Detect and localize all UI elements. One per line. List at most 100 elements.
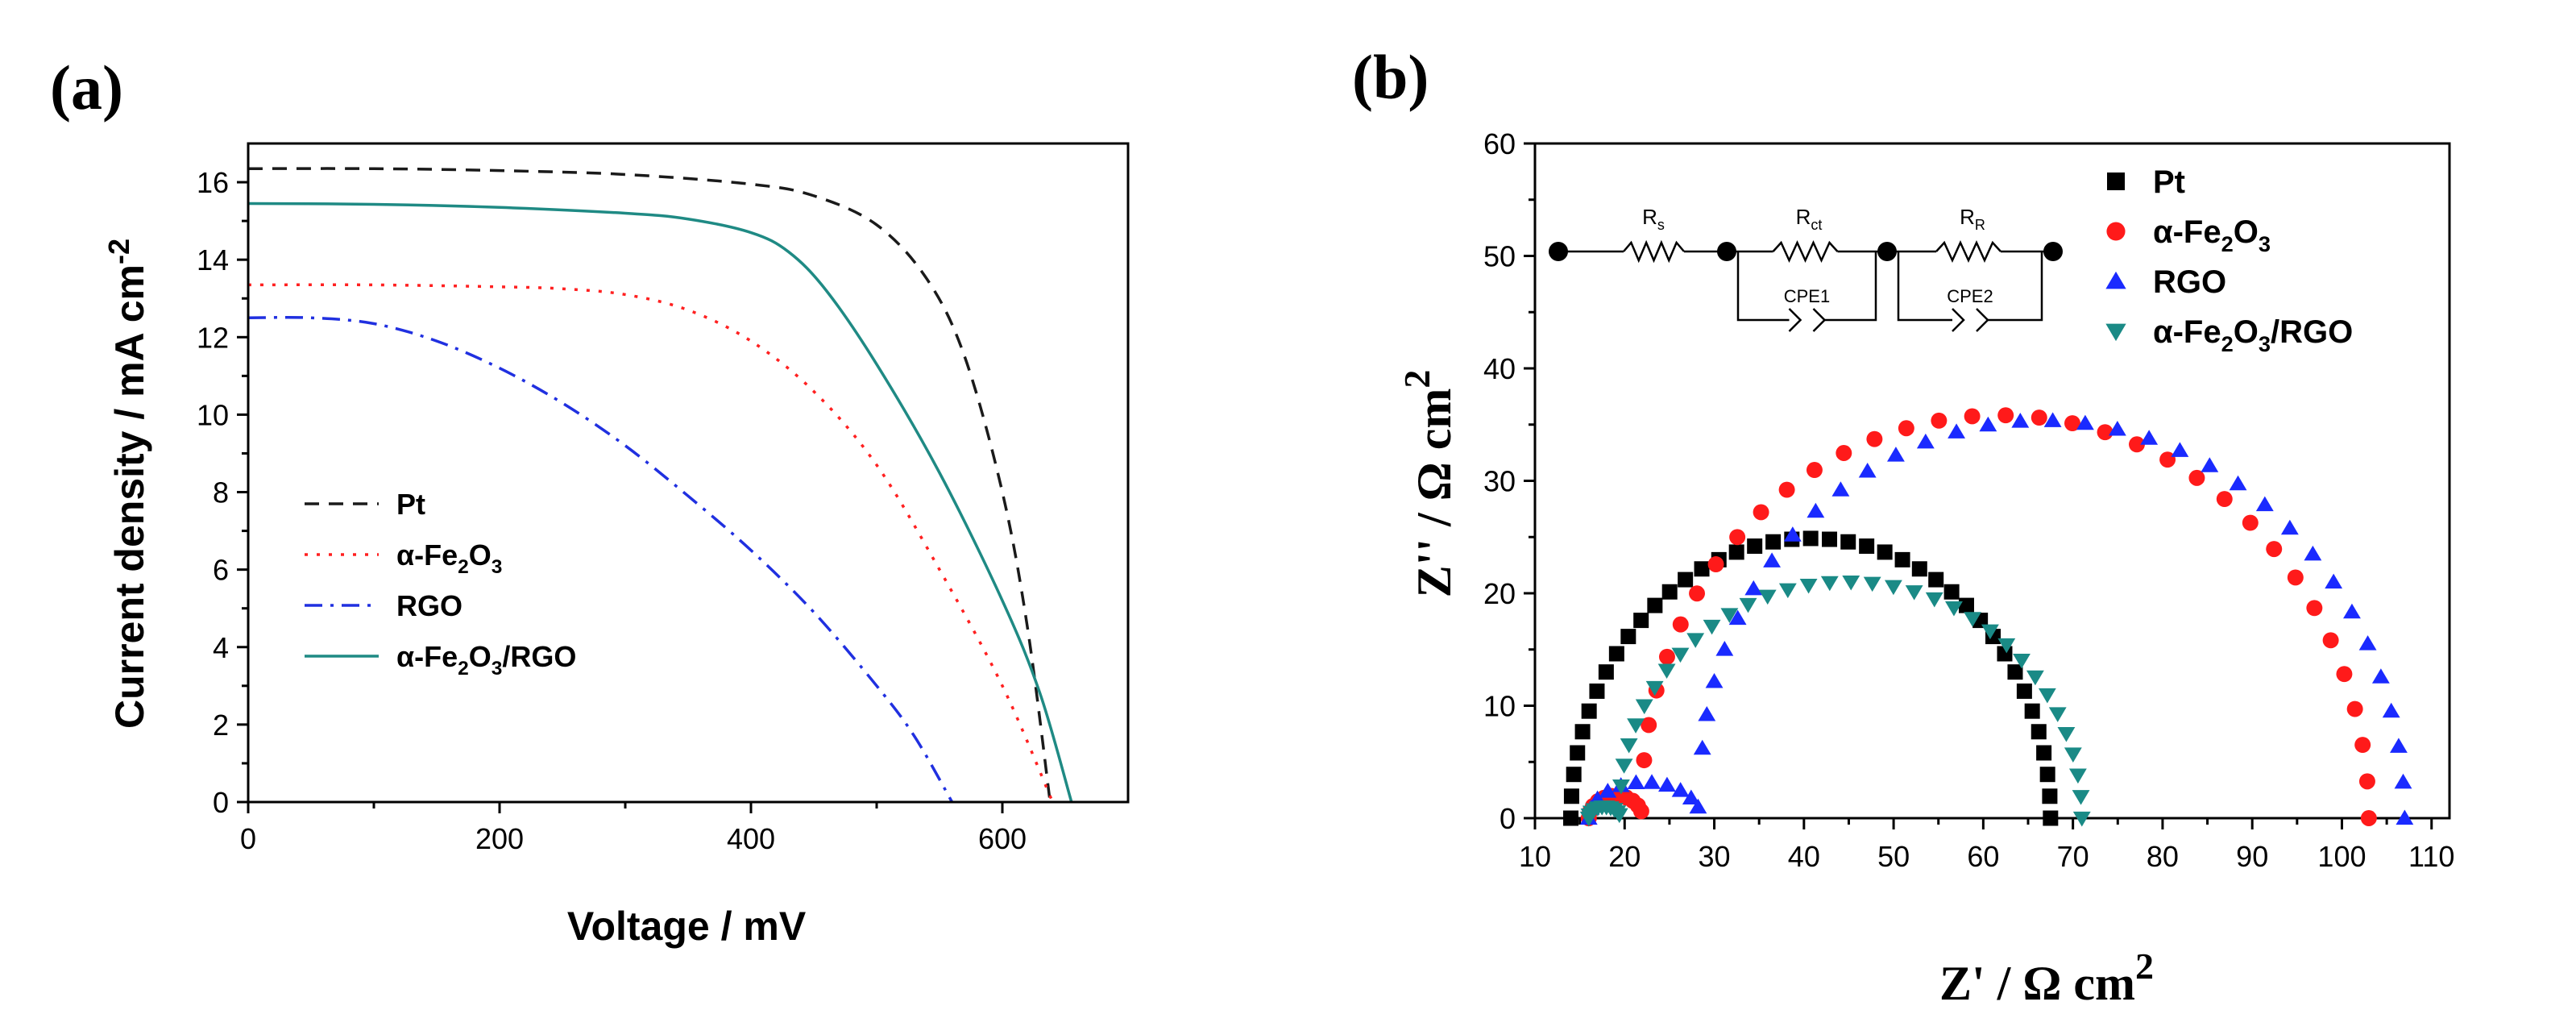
data-point-1: [2188, 469, 2205, 486]
data-point-2: [1698, 706, 1716, 721]
data-point-3: [1945, 601, 1963, 617]
x-tick-label-b: 10: [1519, 840, 1551, 873]
data-point-2: [1807, 502, 1825, 518]
data-point-0: [1589, 683, 1605, 699]
data-point-0: [1566, 767, 1582, 783]
panel-label-a: (a): [50, 52, 123, 123]
data-point-2: [2358, 635, 2377, 651]
data-point-3: [1778, 583, 1797, 599]
data-point-2: [1705, 672, 1724, 688]
data-point-1: [1997, 407, 2014, 424]
resistor-rs: [1623, 239, 1685, 264]
resistor-label-0: Rs: [1642, 205, 1665, 233]
data-point-2: [2011, 413, 2030, 428]
legend-a: Pt α-Fe2O3​ RGO α-Fe2O3/RGO: [305, 488, 576, 680]
legend-label-b-1: α-Fe2O3​: [2153, 214, 2271, 256]
circuit-node: [1717, 242, 1736, 261]
x-tick-label-b: 90: [2236, 840, 2268, 873]
data-point-0: [1581, 703, 1597, 719]
data-point-0: [2039, 767, 2055, 783]
resistor-rct: [1772, 239, 1839, 264]
data-point-1: [1707, 556, 1724, 573]
data-point-3: [2072, 811, 2091, 827]
y-tick-label-a: 4: [213, 631, 229, 664]
legend-marker-b-3: [2105, 323, 2126, 342]
data-point-2: [1831, 481, 1850, 497]
y-tick-label-a: 16: [197, 166, 229, 199]
panel-a: (a) 0 200 400 600 0 2 4 6 8 10 12 14 16 Voltage / mV…: [50, 52, 1130, 949]
data-point-1: [2358, 773, 2375, 790]
data-point-3: [1703, 619, 1721, 635]
data-point-0: [2016, 683, 2032, 699]
panel-label-b: (b): [1352, 42, 1429, 112]
data-point-2: [2343, 603, 2361, 619]
legend-label-a-1: α-Fe2O3​: [396, 538, 502, 578]
data-point-3: [1739, 597, 1757, 613]
data-point-3: [1820, 576, 1839, 592]
series-line-3: [247, 202, 1073, 803]
panel-b: (b) 10 20 30 40 50 60 70 80 90 100 110010203040506…: [1352, 42, 2454, 1010]
data-point-1: [2242, 514, 2259, 531]
data-point-2: [2201, 457, 2219, 472]
data-point-1: [1964, 408, 1981, 425]
cpe1-symbol: [1788, 308, 1827, 332]
legend-b: Pt α-Fe2O3​ RGO α-Fe2O3/RGO: [2105, 164, 2353, 356]
data-point-2: [1689, 798, 1707, 814]
circuit-node: [2043, 242, 2063, 261]
data-point-3: [1799, 579, 1818, 594]
y-tick-label-b: 40: [1483, 352, 1516, 385]
y-tick-label-a: 10: [197, 398, 229, 431]
y-axis-label-a-main: Current density / mA cm: [107, 264, 152, 729]
data-point-3: [2072, 790, 2090, 805]
panel-a-series: [247, 167, 1073, 803]
y-axis-label-b: Z'' / Ω cm2: [1396, 370, 1461, 598]
x-tick-label-b: 70: [2057, 840, 2089, 873]
data-point-3: [1964, 612, 1982, 627]
y-tick-label-b: 50: [1483, 240, 1516, 273]
data-point-1: [1836, 445, 1852, 461]
data-point-2: [2140, 430, 2159, 445]
data-point-2: [1643, 774, 1661, 789]
x-tick-label-a: 600: [978, 822, 1027, 855]
legend-marker-b-1: [2106, 222, 2126, 241]
data-point-0: [2036, 745, 2052, 761]
panel-b-series: [1563, 407, 2414, 827]
data-point-2: [2280, 519, 2299, 535]
data-point-3: [1620, 738, 1638, 754]
data-point-0: [1894, 551, 1910, 567]
resistor-label-1: Rct: [1796, 205, 1823, 233]
data-point-2: [1627, 774, 1645, 789]
cpe1-symbol-label: CPE1: [1784, 286, 1830, 306]
data-point-2: [2371, 668, 2390, 684]
x-tick-label-b: 40: [1788, 840, 1820, 873]
y-tick-label-b: 0: [1500, 802, 1516, 835]
data-point-3: [1657, 663, 1676, 680]
data-point-0: [1574, 724, 1591, 740]
data-point-0: [1678, 572, 1694, 588]
circuit-node: [1549, 242, 1568, 261]
legend-label-b-3: α-Fe2O3/RGO: [2153, 314, 2353, 356]
y-tick-label-a: 6: [213, 554, 229, 587]
data-point-3: [1758, 589, 1777, 605]
data-point-1: [2129, 436, 2145, 453]
cpe2-symbol-label: CPE2: [1947, 286, 1993, 306]
data-point-0: [1563, 788, 1579, 804]
data-point-2: [2382, 702, 2400, 718]
y-tick-label-a: 8: [213, 476, 229, 509]
data-point-2: [2390, 738, 2408, 753]
data-point-1: [2159, 451, 2176, 468]
data-point-0: [1765, 534, 1782, 550]
data-point-3: [1615, 759, 1633, 774]
data-point-2: [1715, 641, 1734, 656]
data-point-3: [1671, 647, 1690, 663]
data-point-2: [1682, 789, 1700, 804]
legend-label-a-0: Pt: [396, 488, 425, 521]
data-point-1: [2322, 632, 2339, 649]
data-point-3: [1635, 699, 1653, 715]
data-point-3: [1905, 585, 1923, 601]
data-point-1: [2306, 600, 2323, 617]
data-point-3: [1612, 779, 1630, 795]
resistor-rr: [1935, 239, 2001, 264]
